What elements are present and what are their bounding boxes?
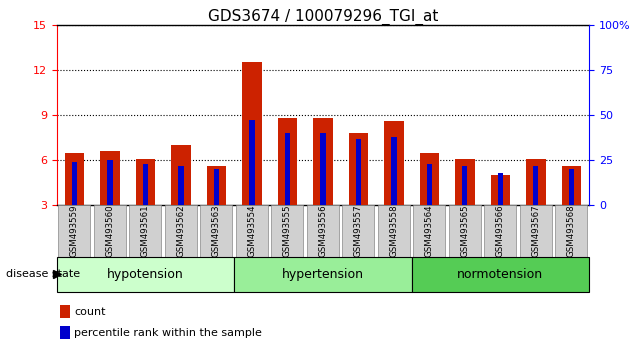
Bar: [234, 257, 411, 292]
Bar: [171, 145, 191, 205]
Bar: [278, 118, 297, 205]
Text: GSM493558: GSM493558: [389, 205, 398, 257]
Bar: [356, 138, 361, 205]
Bar: [272, 205, 304, 257]
Bar: [569, 169, 574, 205]
Bar: [411, 257, 589, 292]
Bar: [135, 159, 155, 205]
Bar: [143, 164, 148, 205]
Bar: [320, 133, 326, 205]
Bar: [378, 205, 410, 257]
Bar: [391, 137, 396, 205]
Text: GSM493567: GSM493567: [531, 205, 541, 257]
Bar: [498, 173, 503, 205]
Bar: [533, 166, 539, 205]
Text: normotension: normotension: [457, 268, 544, 281]
Bar: [427, 164, 432, 205]
Text: GSM493563: GSM493563: [212, 205, 221, 257]
Text: GSM493562: GSM493562: [176, 205, 185, 257]
Text: percentile rank within the sample: percentile rank within the sample: [74, 328, 262, 338]
Text: disease state: disease state: [6, 269, 81, 279]
Bar: [72, 162, 77, 205]
Bar: [207, 166, 226, 205]
Text: GSM493564: GSM493564: [425, 205, 434, 257]
Bar: [462, 166, 467, 205]
Text: GSM493556: GSM493556: [318, 205, 328, 257]
Bar: [94, 205, 126, 257]
Bar: [57, 257, 234, 292]
Bar: [285, 133, 290, 205]
Text: GSM493566: GSM493566: [496, 205, 505, 257]
Bar: [413, 205, 445, 257]
Text: hypertension: hypertension: [282, 268, 364, 281]
Text: GSM493561: GSM493561: [141, 205, 150, 257]
Bar: [561, 166, 581, 205]
Text: GSM493560: GSM493560: [105, 205, 115, 257]
Bar: [129, 205, 161, 257]
Bar: [65, 153, 84, 205]
Bar: [307, 205, 339, 257]
Bar: [491, 175, 510, 205]
Bar: [526, 159, 546, 205]
Bar: [107, 160, 113, 205]
Bar: [165, 205, 197, 257]
Text: hypotension: hypotension: [107, 268, 184, 281]
Bar: [249, 120, 255, 205]
Text: GSM493555: GSM493555: [283, 205, 292, 257]
Bar: [214, 169, 219, 205]
Bar: [555, 205, 587, 257]
Text: count: count: [74, 307, 106, 316]
Bar: [178, 166, 183, 205]
Bar: [242, 62, 261, 205]
Bar: [59, 205, 91, 257]
Title: GDS3674 / 100079296_TGI_at: GDS3674 / 100079296_TGI_at: [208, 8, 438, 25]
Text: GSM493554: GSM493554: [248, 205, 256, 257]
Text: GSM493568: GSM493568: [567, 205, 576, 257]
Bar: [200, 205, 232, 257]
Bar: [520, 205, 552, 257]
Bar: [60, 305, 70, 318]
Bar: [100, 151, 120, 205]
Text: GSM493565: GSM493565: [461, 205, 469, 257]
Bar: [455, 159, 474, 205]
Bar: [348, 133, 368, 205]
Bar: [342, 205, 374, 257]
Bar: [449, 205, 481, 257]
Bar: [236, 205, 268, 257]
Bar: [384, 121, 404, 205]
Bar: [60, 326, 70, 339]
Bar: [313, 118, 333, 205]
Text: GSM493557: GSM493557: [354, 205, 363, 257]
Bar: [420, 153, 439, 205]
Bar: [484, 205, 517, 257]
Text: GSM493559: GSM493559: [70, 205, 79, 257]
